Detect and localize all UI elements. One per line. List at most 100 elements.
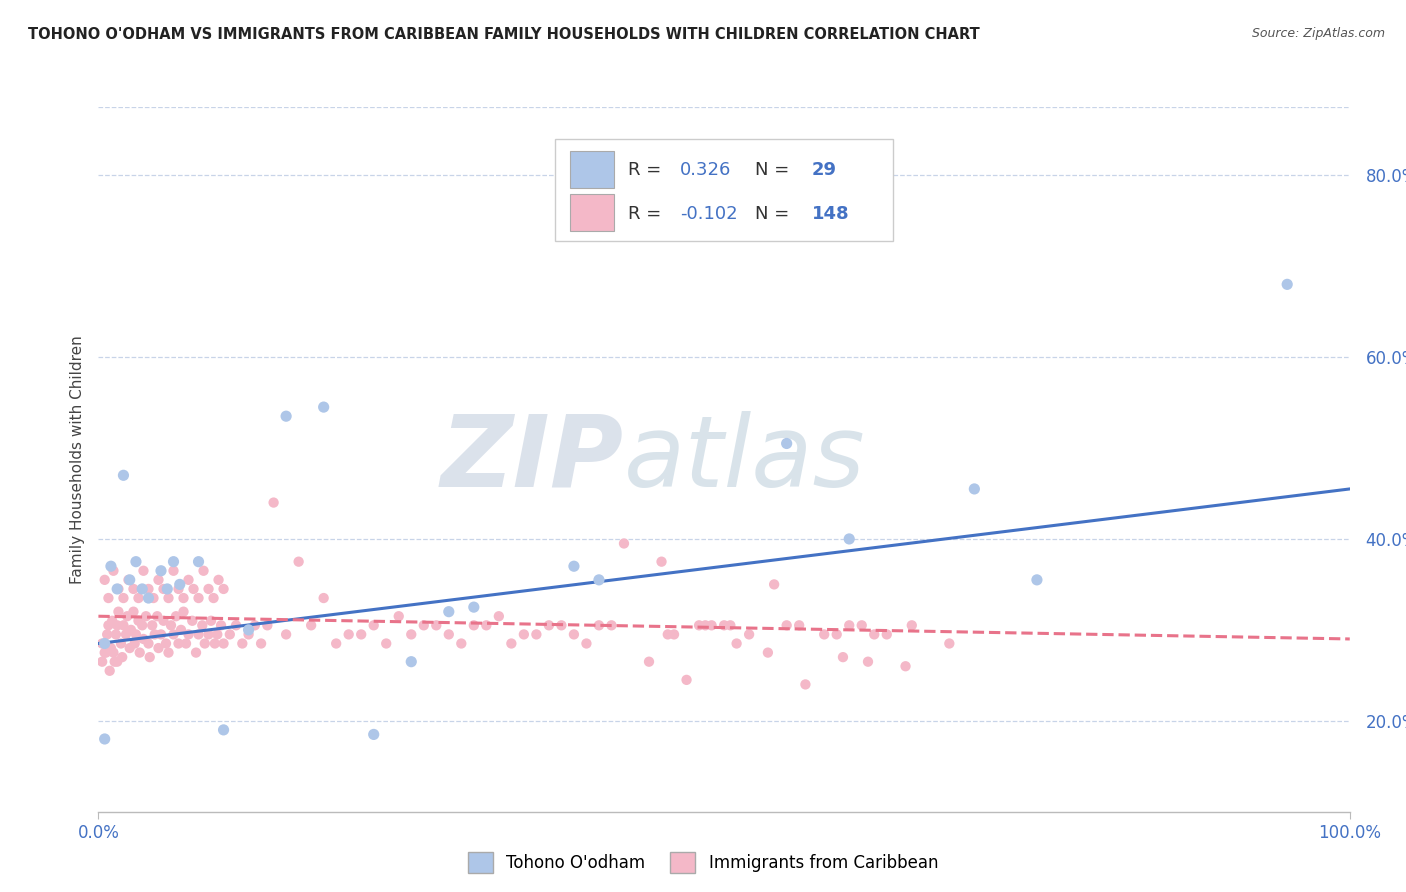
Point: [250, 636, 273, 650]
Point: [170, 623, 193, 637]
Point: [112, 618, 135, 632]
Point: [312, 591, 335, 605]
Point: [138, 591, 160, 605]
Point: [325, 636, 347, 650]
Point: [177, 573, 200, 587]
Point: [688, 618, 710, 632]
Point: [813, 627, 835, 641]
Point: [107, 582, 129, 596]
Y-axis label: Family Households with Children: Family Households with Children: [69, 335, 84, 583]
Point: [93, 646, 115, 660]
Point: [104, 627, 127, 641]
Point: [700, 618, 723, 632]
Point: [851, 618, 873, 632]
Point: [243, 618, 266, 632]
Point: [838, 618, 860, 632]
Point: [187, 627, 209, 641]
Point: [150, 627, 173, 641]
Point: [169, 577, 191, 591]
Text: R =: R =: [627, 161, 666, 178]
Point: [832, 650, 855, 665]
Point: [97, 591, 120, 605]
Point: [299, 618, 322, 632]
Point: [157, 591, 180, 605]
Point: [173, 605, 195, 619]
Point: [963, 482, 986, 496]
Point: [725, 636, 748, 650]
Point: [173, 591, 195, 605]
Point: [375, 636, 398, 650]
Point: [162, 555, 184, 569]
Legend: Tohono O'odham, Immigrants from Caribbean: Tohono O'odham, Immigrants from Caribbea…: [461, 846, 945, 880]
Point: [162, 627, 184, 641]
Point: [111, 650, 134, 665]
Point: [412, 618, 434, 632]
Point: [856, 655, 879, 669]
Point: [787, 618, 810, 632]
Text: R =: R =: [627, 205, 666, 223]
Point: [138, 636, 160, 650]
Point: [93, 573, 115, 587]
Point: [197, 627, 219, 641]
Point: [115, 609, 138, 624]
Point: [388, 609, 411, 624]
Point: [183, 582, 205, 596]
Point: [437, 627, 460, 641]
Point: [105, 582, 128, 596]
Point: [200, 614, 222, 628]
Point: [401, 655, 423, 669]
Point: [588, 618, 610, 632]
Point: [127, 591, 149, 605]
Point: [437, 605, 460, 619]
Point: [193, 564, 215, 578]
FancyBboxPatch shape: [571, 194, 614, 231]
Point: [363, 727, 385, 741]
Point: [463, 618, 485, 632]
Point: [105, 618, 128, 632]
Point: [363, 618, 385, 632]
Point: [218, 627, 240, 641]
Point: [675, 673, 697, 687]
Point: [167, 636, 190, 650]
Point: [120, 623, 142, 637]
Text: N =: N =: [755, 161, 796, 178]
Point: [524, 627, 547, 641]
Point: [135, 609, 157, 624]
Point: [115, 627, 138, 641]
Point: [274, 627, 298, 641]
Text: 0.326: 0.326: [681, 161, 731, 178]
Point: [122, 605, 145, 619]
Point: [125, 555, 148, 569]
Point: [187, 591, 209, 605]
Text: Source: ZipAtlas.com: Source: ZipAtlas.com: [1251, 27, 1385, 40]
Text: atlas: atlas: [624, 411, 866, 508]
Point: [738, 627, 761, 641]
Point: [191, 618, 214, 632]
Point: [160, 618, 183, 632]
Point: [98, 664, 121, 678]
Point: [118, 573, 141, 587]
Point: [104, 655, 127, 669]
Point: [894, 659, 917, 673]
FancyBboxPatch shape: [571, 152, 614, 188]
Point: [105, 655, 128, 669]
Point: [1026, 573, 1049, 587]
Point: [152, 582, 174, 596]
Point: [157, 646, 180, 660]
Point: [125, 627, 148, 641]
Point: [202, 591, 225, 605]
Point: [112, 468, 135, 483]
Point: [184, 646, 207, 660]
Point: [488, 609, 510, 624]
Point: [776, 436, 799, 450]
Point: [100, 641, 122, 656]
Point: [194, 636, 217, 650]
Point: [562, 627, 585, 641]
Point: [131, 618, 153, 632]
Point: [101, 614, 124, 628]
Point: [450, 636, 472, 650]
Point: [212, 723, 235, 737]
Point: [513, 627, 536, 641]
Point: [152, 614, 174, 628]
Point: [463, 600, 485, 615]
